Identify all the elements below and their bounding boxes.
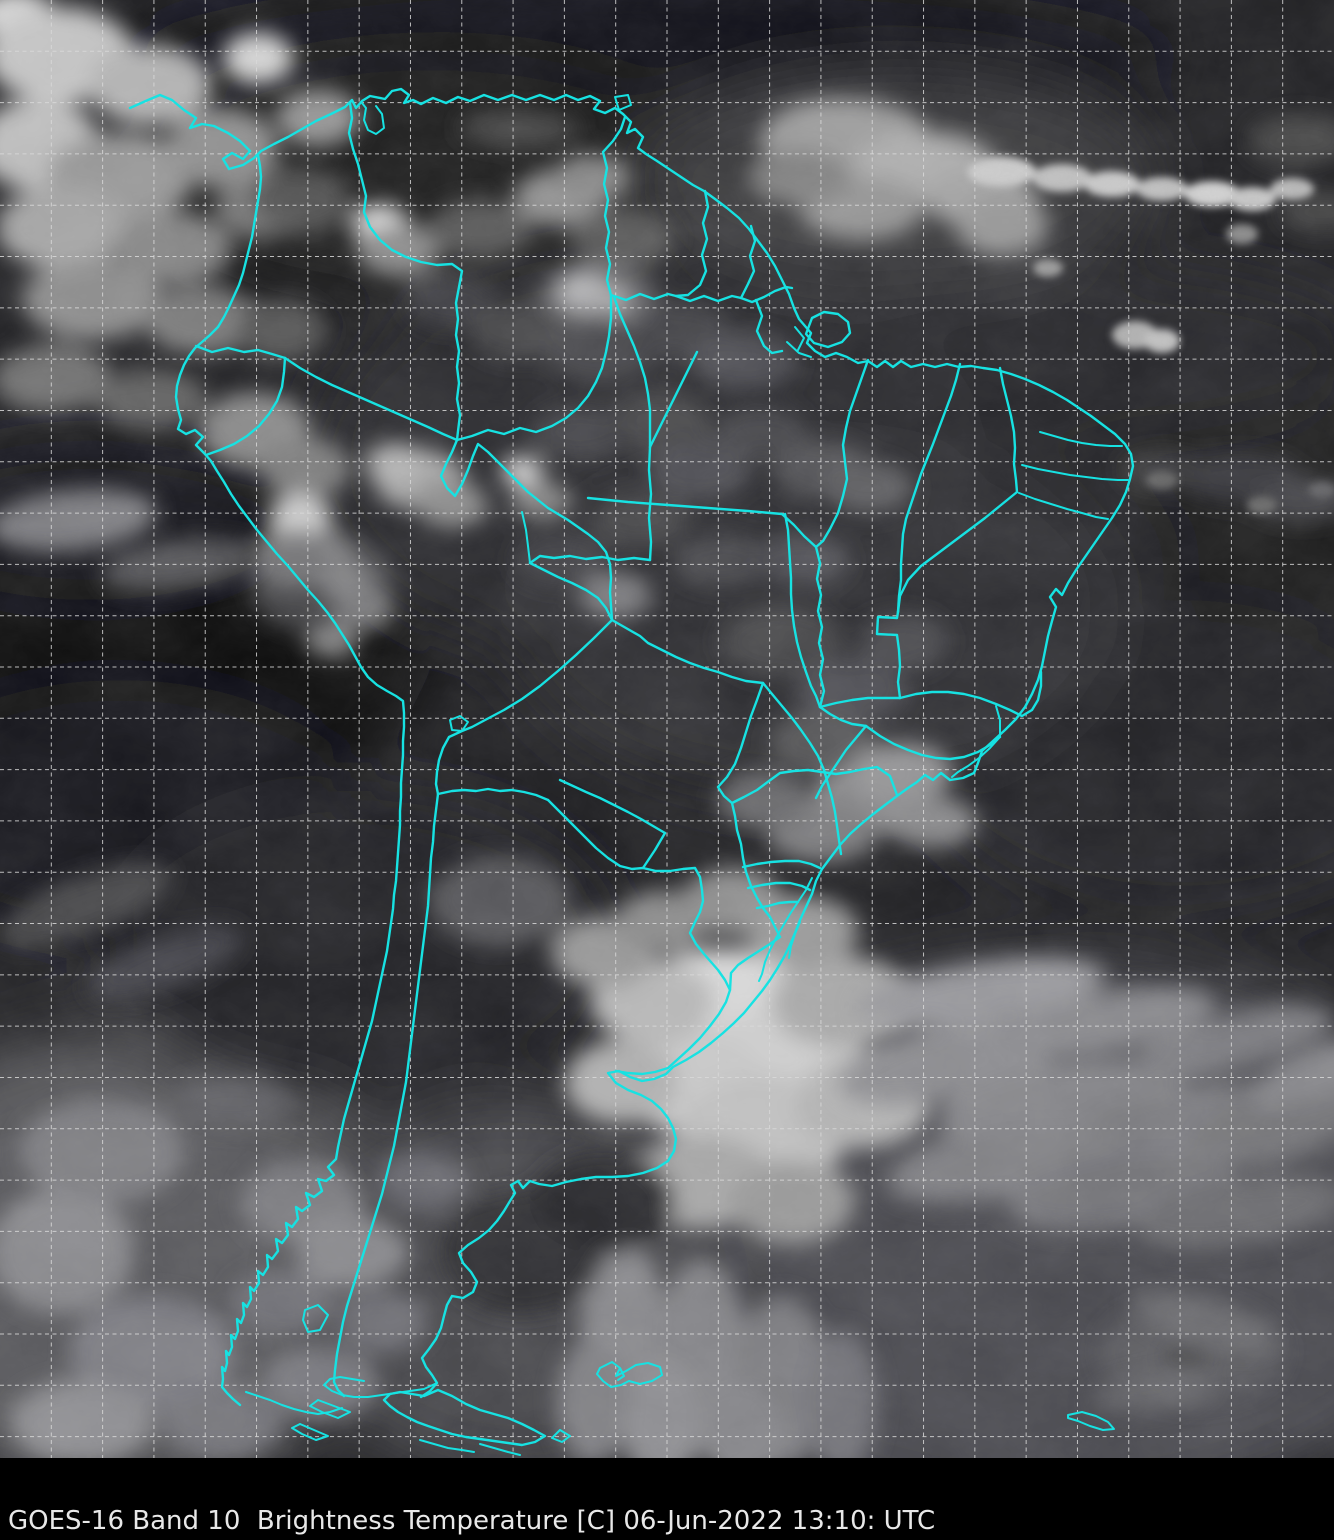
border-piaui-ceara [998,366,1019,494]
border-amazonas-para-vertical [647,445,653,562]
border-colombia-peru [283,356,459,442]
border-acre-west [521,511,531,564]
border-parana-santa-catarina [741,859,822,870]
border-colombia-venezuela [347,101,464,442]
border-guyana-suriname [674,189,710,298]
border-tierra-del-fuego [382,1388,547,1447]
border-pernambuco [1018,492,1109,520]
border-bolivia-paraguay [558,778,667,835]
border-suriname-french-guiana [739,224,757,300]
country-borders-overlay [128,87,1135,1456]
border-bolivia-argentina [436,787,550,802]
border-lagoa-mirim [788,921,801,959]
border-ecuador-peru [204,356,287,457]
border-paraguay-west-river [641,831,667,870]
border-tocantins-bahia [875,610,902,700]
border-amapa [754,298,784,355]
border-parana-sao-paulo [730,765,899,805]
border-chiloe [302,1304,329,1333]
border-para-maranhao-link [780,512,818,549]
border-amazon-delta-channels [786,326,812,358]
border-pilcomayo [546,798,645,871]
satellite-map [0,0,1334,1458]
border-bahia-minas [898,670,1043,718]
border-minas-sao-paulo [864,724,1002,761]
caption-bar: GOES-16 Band 10 Brightness Temperature [… [0,1458,1334,1540]
border-acre-amazonas [528,561,614,622]
border-peru-bolivia [434,618,614,796]
border-bolivia-brazil [610,618,843,856]
border-brazil-north [609,285,794,304]
border-fuegian-archipelago [245,1391,571,1456]
border-south-georgia [1067,1411,1115,1431]
latlon-grid [0,0,1334,1458]
border-coastline-west [174,153,406,1407]
infrared-imagery-layer [0,0,1334,1458]
border-marajo-island [804,310,852,349]
border-paraiba [1021,464,1129,481]
border-peru-brazil [439,438,614,622]
border-lake-maracaibo [361,102,385,135]
border-argentina-paraguay-south [614,866,732,1076]
border-tocantins-goias [818,696,902,709]
border-amazonas-para-diagonal [648,350,699,449]
border-sao-paulo-west [814,724,868,800]
border-chile-argentina [332,792,440,1398]
border-uruguay-river-upper [728,935,782,992]
border-venezuela-guyana [601,115,627,297]
border-tocantins-para [814,545,826,709]
border-amazonas-south [528,554,652,565]
border-espirito-santo [995,705,1001,738]
border-lagoa-dos-patos [758,877,813,982]
border-colombia-ecuador [194,344,287,360]
border-para-south [586,496,784,516]
border-rio-de-janeiro [951,736,1001,778]
border-para-maranhao [814,358,870,549]
border-coastline-north-east [128,87,1135,1399]
border-matogrosso-goias [783,512,822,709]
border-trinidad [614,94,632,111]
border-paraguay-river [716,681,765,805]
border-piaui-bahia [896,490,1019,614]
border-roraima-amazonas [612,295,652,449]
border-uruguay-brazil [755,900,800,910]
caption-text: GOES-16 Band 10 Brightness Temperature [… [8,1506,936,1536]
border-maranhao-piaui [896,362,962,614]
border-falkland-islands [596,1361,663,1388]
border-rio-grande-norte [1039,431,1123,447]
border-venezuela-brazil [455,293,613,442]
border-goias-minas [818,705,868,728]
border-magellan-strait [323,1376,438,1398]
border-parana-river [730,801,782,939]
border-santa-catarina-rs [746,881,812,892]
border-lake-titicaca [449,715,469,732]
